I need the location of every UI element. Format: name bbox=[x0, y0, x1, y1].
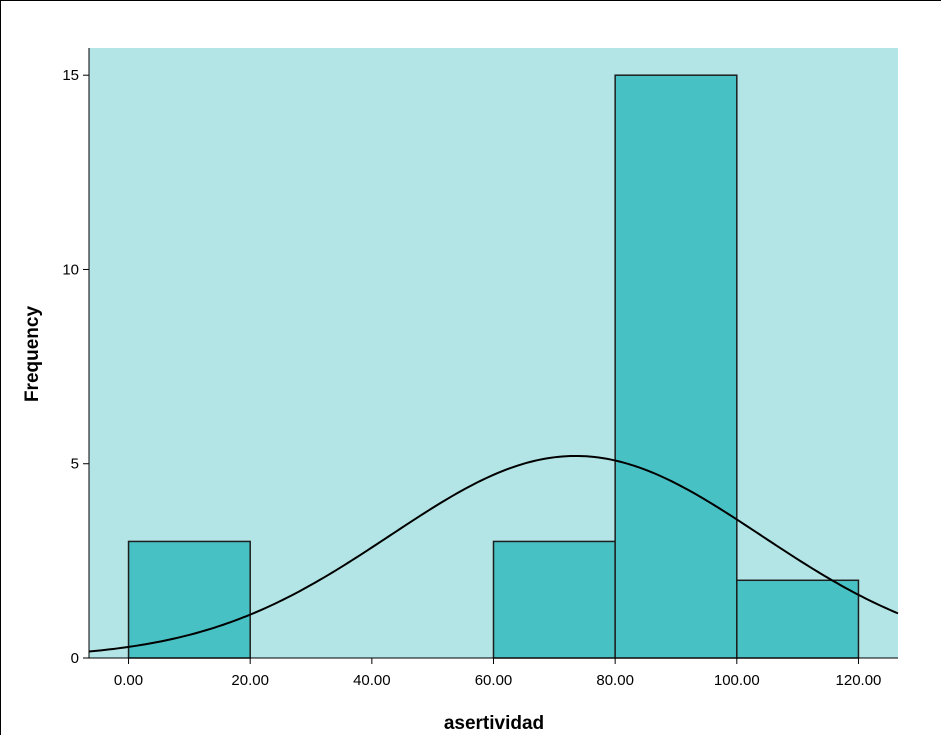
normal-curve bbox=[88, 454, 899, 653]
x-axis-title: asertividad bbox=[444, 713, 544, 734]
x-axis-ticks: 0.00 20.00 40.00 60.00 80.00 100.00 120.00 bbox=[114, 658, 881, 689]
y-axis-title: Frequency bbox=[22, 306, 43, 403]
histogram-bar-100-120 bbox=[736, 579, 860, 659]
y-tick-label: 5 bbox=[71, 456, 79, 473]
x-tick-label: 100.00 bbox=[714, 672, 760, 689]
x-tick-label: 40.00 bbox=[353, 672, 391, 689]
histogram-bar-0-20 bbox=[127, 540, 251, 659]
y-axis-ticks: 0 5 10 15 bbox=[62, 67, 89, 667]
x-tick-label: 80.00 bbox=[596, 672, 634, 689]
y-tick-label: 0 bbox=[71, 650, 79, 667]
histogram-bar-60-80 bbox=[492, 540, 616, 659]
bars-group bbox=[127, 74, 860, 659]
histogram-bar-80-100 bbox=[614, 74, 738, 659]
y-tick-label: 10 bbox=[62, 261, 79, 278]
x-tick-label: 120.00 bbox=[836, 672, 882, 689]
x-tick-label: 20.00 bbox=[231, 672, 269, 689]
y-tick-label: 15 bbox=[62, 67, 79, 84]
x-tick-label: 60.00 bbox=[475, 672, 513, 689]
x-tick-label: 0.00 bbox=[114, 672, 143, 689]
